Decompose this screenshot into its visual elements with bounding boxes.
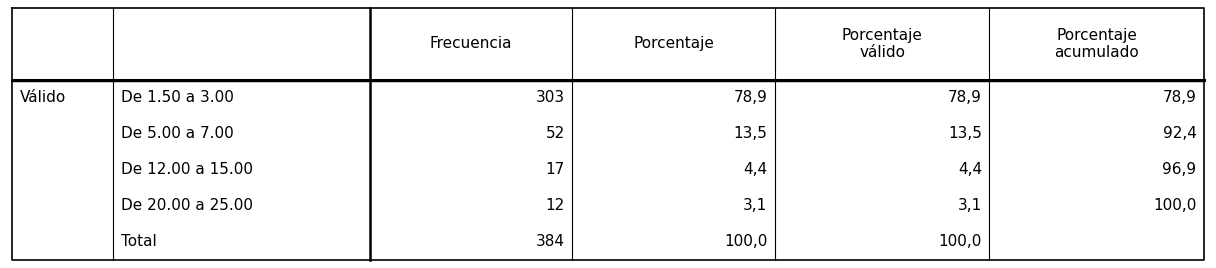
Text: De 20.00 a 25.00: De 20.00 a 25.00 — [120, 198, 253, 213]
Text: 52: 52 — [546, 126, 565, 142]
Text: 78,9: 78,9 — [733, 90, 767, 105]
Text: Porcentaje
válido: Porcentaje válido — [841, 28, 923, 60]
Text: Porcentaje
acumulado: Porcentaje acumulado — [1054, 28, 1139, 60]
Text: Porcentaje: Porcentaje — [634, 36, 714, 51]
Text: Total: Total — [120, 234, 157, 250]
Text: 13,5: 13,5 — [948, 126, 983, 142]
Text: De 1.50 a 3.00: De 1.50 a 3.00 — [120, 90, 233, 105]
Text: 4,4: 4,4 — [743, 162, 767, 177]
Text: 303: 303 — [536, 90, 565, 105]
Text: 4,4: 4,4 — [958, 162, 983, 177]
Text: 100,0: 100,0 — [1153, 198, 1197, 213]
Text: 384: 384 — [536, 234, 565, 250]
Text: 96,9: 96,9 — [1162, 162, 1197, 177]
Text: 92,4: 92,4 — [1162, 126, 1197, 142]
Text: 13,5: 13,5 — [733, 126, 767, 142]
Text: 78,9: 78,9 — [948, 90, 983, 105]
Text: De 12.00 a 15.00: De 12.00 a 15.00 — [120, 162, 253, 177]
Text: 3,1: 3,1 — [743, 198, 767, 213]
Text: 17: 17 — [546, 162, 565, 177]
Text: 12: 12 — [546, 198, 565, 213]
Text: De 5.00 a 7.00: De 5.00 a 7.00 — [120, 126, 233, 142]
Text: 3,1: 3,1 — [958, 198, 983, 213]
Text: 78,9: 78,9 — [1162, 90, 1197, 105]
Text: 100,0: 100,0 — [939, 234, 983, 250]
Text: Válido: Válido — [19, 90, 66, 105]
Text: 100,0: 100,0 — [725, 234, 767, 250]
Text: Frecuencia: Frecuencia — [429, 36, 512, 51]
